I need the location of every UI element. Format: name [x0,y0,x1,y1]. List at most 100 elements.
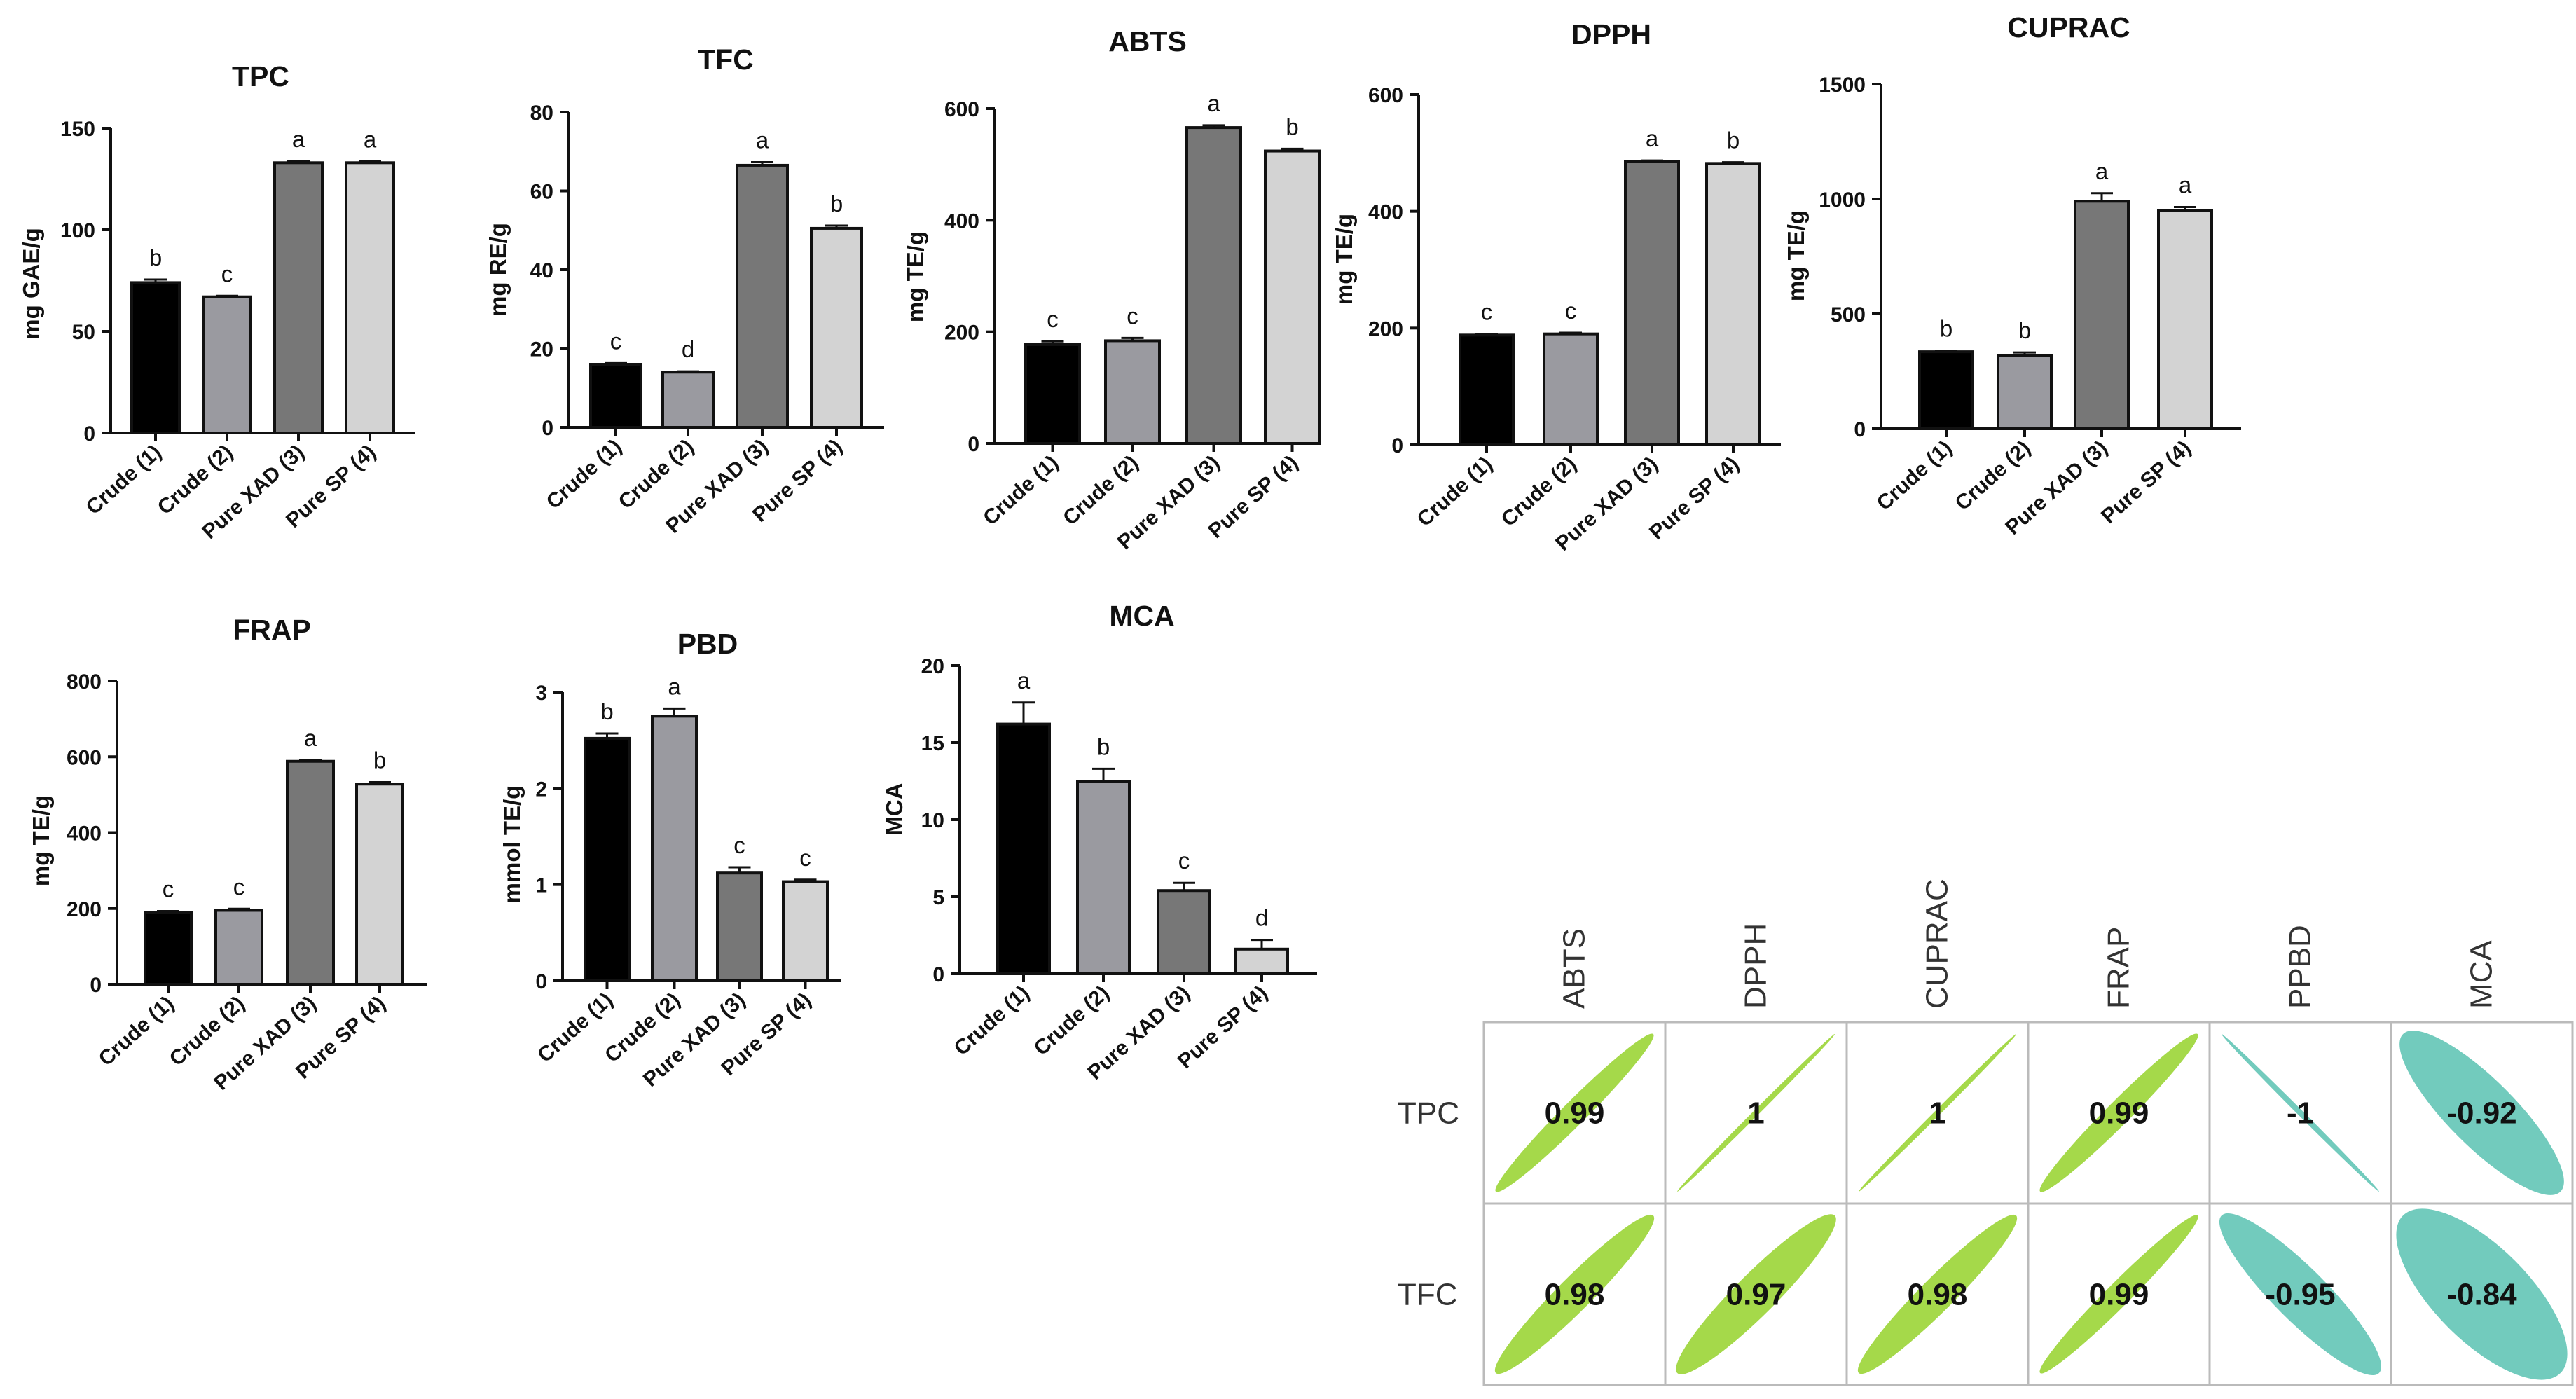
bar [1997,354,2053,431]
significance-letter: a [2179,172,2192,198]
bar [661,371,715,429]
bar [782,880,829,982]
chart-title: DPPH [1571,18,1651,50]
corr-value: 0.99 [2089,1278,2149,1312]
bar [1705,162,1761,446]
y-tick-label: 0 [90,974,102,997]
significance-letter: d [1255,905,1268,931]
significance-letter: a [1207,90,1220,116]
corr-ellipse [1495,1033,1654,1192]
y-axis-label: mg GAE/g [18,228,44,340]
corr-ellipse [1676,1214,1836,1374]
corr-ellipse [2039,1033,2198,1192]
bar [345,161,395,435]
chart-title: TFC [698,43,754,76]
x-tick-label: Crude (1) [979,451,1063,530]
y-tick-label: 0 [967,433,979,456]
corr-value: 1 [1747,1096,1764,1131]
y-tick-label: 600 [1368,84,1403,107]
chart-title: ABTS [1108,25,1187,57]
corr-value: 1 [1929,1096,1945,1131]
bar [716,871,763,982]
x-tick-label: Crude (1) [1413,453,1497,532]
y-tick-label: 20 [921,655,944,678]
significance-letter: b [1727,128,1740,153]
y-tick-label: 1000 [1819,188,1866,212]
x-tick-label: Crude (1) [82,441,166,520]
bar [736,163,789,429]
y-tick-label: 3 [535,682,547,705]
significance-letter: a [304,725,317,751]
corr-value: 0.98 [1908,1278,1968,1312]
y-tick-label: 0 [535,970,547,993]
y-tick-label: 60 [530,181,553,204]
y-tick-label: 50 [72,321,95,344]
chart-title: TPC [232,60,289,92]
significance-letter: b [1097,733,1110,759]
bar [1104,339,1161,445]
bar [1076,780,1131,975]
significance-letter: c [233,874,245,900]
y-axis-label: mg RE/g [485,223,511,317]
corr-value: -1 [2287,1096,2314,1131]
bar [1624,160,1680,446]
significance-letter: b [600,698,613,724]
x-tick-label: Crude (1) [1873,436,1957,516]
bar [584,736,631,983]
significance-letter: a [1646,125,1659,151]
y-tick-label: 0 [542,417,553,440]
significance-letter: c [163,876,174,902]
y-axis-label: mmol TE/g [499,785,525,904]
corr-row-label: TFC [1398,1278,1458,1312]
significance-letter: a [1017,668,1031,694]
significance-letter: b [2018,317,2031,343]
bar [589,363,642,429]
y-tick-label: 0 [932,963,944,986]
significance-letter: a [668,673,681,699]
x-tick-label: Crude (1) [542,435,626,514]
y-tick-label: 0 [1854,418,1866,441]
significance-letter: c [1047,306,1059,332]
bar [355,783,404,986]
corr-column-label: PPBD [2283,925,2317,1009]
y-tick-label: 200 [1368,317,1403,340]
x-tick-label: Crude (1) [950,981,1034,1061]
corr-value: 0.99 [1545,1096,1605,1131]
y-tick-label: 500 [1831,303,1866,326]
y-tick-label: 400 [944,209,979,233]
y-tick-label: 10 [921,809,944,832]
significance-letter: c [221,261,233,287]
corr-column-label: DPPH [1739,923,1773,1009]
bar [1543,332,1599,446]
y-tick-label: 40 [530,259,553,282]
corr-ellipse [2399,1031,2564,1195]
y-axis-label: mg TE/g [28,795,54,886]
corr-value: 0.99 [2089,1096,2149,1131]
y-tick-label: 600 [944,98,979,121]
bar [996,722,1051,975]
chart-dpph: DPPH mg TE/g 0 200 400 600 c Crude (1) c Crude … [1331,18,1781,556]
significance-letter: c [1565,298,1577,324]
bar [1234,947,1289,976]
significance-letter: c [1178,848,1190,874]
bar [1157,889,1211,975]
y-tick-label: 80 [530,102,553,125]
significance-letter: c [1481,299,1493,325]
corr-value: 0.97 [1726,1278,1786,1312]
x-tick-label: Crude (1) [95,992,179,1071]
bar [1185,126,1242,445]
bar [1918,350,1974,430]
significance-letter: b [373,747,386,773]
correlation-matrix: ABTS DPPH CUPRAC FRAP PPBD MCA TPC TFC 0.99 1 1 0.9… [1398,878,2574,1386]
bar [2157,209,2213,430]
y-axis-label: mg TE/g [1783,210,1809,301]
y-axis-label: mg TE/g [1331,214,1357,305]
corr-value: -0.95 [2265,1278,2335,1312]
corr-column-label: FRAP [2102,927,2136,1009]
bar [214,909,263,986]
corr-column-label: CUPRAC [1920,878,1955,1009]
corr-value: 0.98 [1545,1278,1605,1312]
